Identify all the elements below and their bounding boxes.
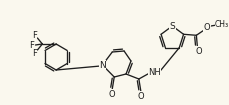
- Text: F: F: [32, 30, 37, 39]
- Text: F: F: [32, 49, 37, 58]
- Text: S: S: [169, 22, 174, 30]
- Text: F: F: [29, 41, 34, 49]
- Text: N: N: [99, 60, 105, 70]
- Text: O: O: [203, 23, 210, 32]
- Text: NH: NH: [147, 68, 160, 77]
- Text: O: O: [137, 91, 144, 100]
- Text: CH₃: CH₃: [214, 20, 228, 29]
- Text: O: O: [194, 47, 201, 56]
- Text: O: O: [109, 89, 115, 98]
